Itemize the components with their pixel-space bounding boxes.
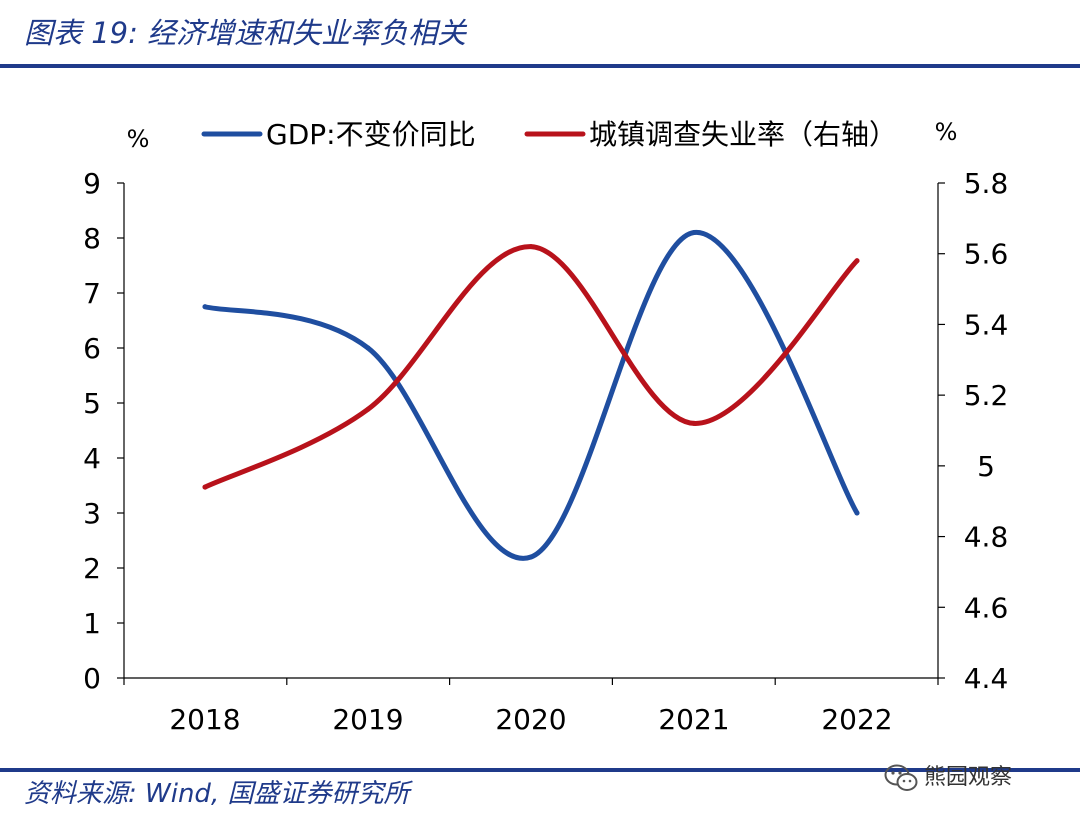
y-left-tick-label: 9 (83, 167, 101, 200)
y-right-tick-label: 5 (977, 450, 995, 483)
header-rule (0, 64, 1080, 68)
data-point-gdp (691, 230, 697, 235)
chart: 0 1 2 3 4 5 6 7 8 9 4.4 4.6 4.8 5 5.2 5.4 5.6 5.8 2018 2019… (83, 118, 1009, 736)
y-right-tick-label: 5.2 (964, 379, 1009, 412)
legend-label-unemployment: 城镇调查失业率（右轴） (589, 118, 897, 151)
series-line-gdp (202, 229, 860, 561)
y-left-tick-label: 4 (83, 442, 101, 475)
data-point-unemployment (202, 484, 208, 490)
y-left-tick-label: 3 (83, 497, 101, 530)
data-point-unemployment (854, 258, 860, 264)
y-left-tick-label: 8 (83, 222, 101, 255)
y-right-tick-label: 5.8 (964, 167, 1009, 200)
source-note: 资料来源: Wind, 国盛证券研究所 (24, 779, 410, 809)
y-left-tick-label: 2 (83, 552, 101, 585)
data-point-gdp (854, 510, 860, 516)
x-tick-label: 2022 (821, 703, 892, 736)
series-line-unemployment (202, 244, 860, 490)
y-left-tick-label: 0 (83, 662, 101, 695)
footer-rule (0, 768, 1080, 772)
watermark: 熊园观察 (884, 760, 1012, 796)
y-left-tick-label: 6 (83, 332, 101, 365)
data-point-gdp (202, 304, 208, 310)
y-right-tick-label: 4.8 (964, 521, 1009, 554)
x-tick-label: 2019 (332, 703, 403, 736)
chart-title: 图表 19: 经济增速和失业率负相关 (24, 16, 467, 50)
y-right-tick-label: 5.6 (964, 238, 1009, 271)
data-point-gdp (365, 345, 371, 351)
y-right-tick-label: 4.4 (964, 662, 1009, 695)
x-tick-label: 2021 (658, 703, 729, 736)
wechat-icon (884, 764, 918, 791)
y-left-tick-label: 5 (83, 387, 101, 420)
data-point-gdp (528, 554, 534, 560)
legend-label-gdp: GDP:不变价同比 (266, 118, 476, 151)
y-right-tick-label: 5.4 (964, 308, 1009, 341)
y-left-tick-label: 1 (83, 607, 101, 640)
y-right-tick-label: 4.6 (964, 591, 1009, 624)
watermark-text: 熊园观察 (924, 765, 1013, 790)
x-tick-label: 2020 (495, 703, 566, 736)
y-left-tick-label: 7 (83, 277, 101, 310)
x-tick-label: 2018 (169, 703, 240, 736)
data-point-unemployment (528, 244, 534, 250)
data-point-unemployment (365, 406, 371, 412)
y-left-unit: % (127, 125, 150, 153)
y-right-unit: % (935, 118, 958, 146)
data-point-unemployment (691, 420, 697, 426)
